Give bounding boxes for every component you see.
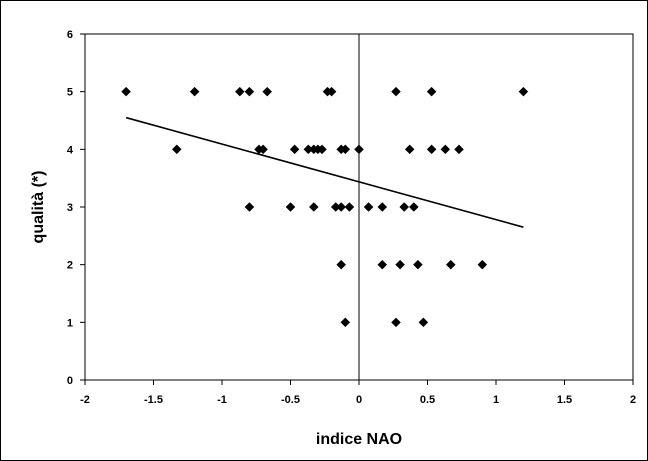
data-point xyxy=(454,144,464,155)
x-axis: -2 -1.5 -1 -0.5 0 0.5 1 1.5 2 xyxy=(80,380,636,406)
data-point xyxy=(326,86,337,97)
x-tick-label: -1 xyxy=(217,394,227,406)
x-tick-label: 2 xyxy=(630,394,636,406)
data-points xyxy=(121,86,529,328)
y-tick-label: 2 xyxy=(67,260,73,272)
data-point xyxy=(426,144,437,155)
data-point xyxy=(317,144,327,155)
data-point xyxy=(445,259,456,270)
data-point xyxy=(391,86,401,97)
data-point xyxy=(258,144,268,155)
data-point xyxy=(244,86,255,97)
x-tick-label: 1 xyxy=(493,394,499,406)
data-point xyxy=(377,259,388,270)
data-point xyxy=(340,317,351,328)
data-point xyxy=(440,144,451,155)
data-point xyxy=(336,202,347,212)
y-tick-label: 0 xyxy=(67,375,73,387)
data-point xyxy=(363,202,374,212)
data-point xyxy=(336,259,347,270)
data-point xyxy=(340,144,351,155)
data-point xyxy=(518,86,529,97)
y-tick-label: 1 xyxy=(67,317,73,329)
data-point xyxy=(413,259,423,270)
data-point xyxy=(426,86,437,97)
data-point xyxy=(354,144,364,155)
x-tick-label: 0 xyxy=(356,394,362,406)
data-point xyxy=(234,86,245,97)
data-point xyxy=(404,144,415,155)
x-tick-label: 1.5 xyxy=(557,394,572,406)
trend-line xyxy=(125,116,524,228)
x-tick-label: 0.5 xyxy=(420,394,435,406)
data-point xyxy=(189,86,200,97)
data-point xyxy=(477,259,488,270)
y-tick-label: 3 xyxy=(67,202,73,214)
data-point xyxy=(285,202,296,212)
x-tick-label: -1.5 xyxy=(144,394,163,406)
data-point xyxy=(121,86,131,97)
data-point xyxy=(391,317,401,328)
data-point xyxy=(289,144,300,155)
data-point xyxy=(262,86,273,97)
x-tick-label: -0.5 xyxy=(281,394,300,406)
x-axis-title: indice NAO xyxy=(316,431,402,448)
data-point xyxy=(244,202,255,212)
data-point xyxy=(377,202,388,212)
data-point xyxy=(399,202,410,212)
x-tick-label: -2 xyxy=(80,394,90,406)
y-tick-label: 6 xyxy=(67,29,73,41)
data-point xyxy=(395,259,405,270)
y-tick-label: 5 xyxy=(67,87,73,99)
data-point xyxy=(171,144,182,155)
data-point xyxy=(408,202,419,212)
data-point xyxy=(344,202,355,212)
y-axis: 0 1 2 3 4 5 6 xyxy=(67,29,85,387)
y-tick-label: 4 xyxy=(67,144,74,156)
y-axis-title: qualità (*) xyxy=(30,171,47,244)
data-point xyxy=(418,317,429,328)
data-point xyxy=(308,202,319,212)
